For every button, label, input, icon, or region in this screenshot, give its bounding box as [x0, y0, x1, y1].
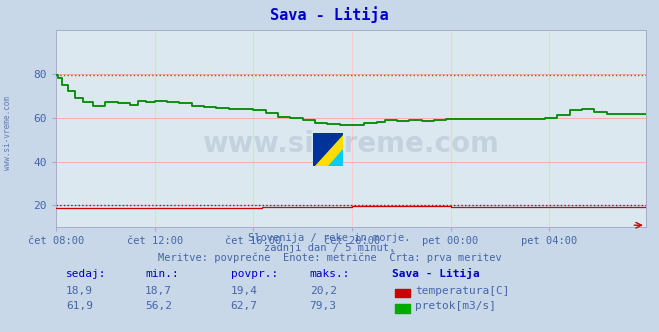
Text: 56,2: 56,2: [145, 301, 172, 311]
Text: min.:: min.:: [145, 269, 179, 279]
Text: Sava - Litija: Sava - Litija: [392, 268, 480, 279]
Text: 18,9: 18,9: [66, 286, 93, 296]
Text: 18,7: 18,7: [145, 286, 172, 296]
Text: www.si-vreme.com: www.si-vreme.com: [202, 130, 500, 158]
Text: sedaj:: sedaj:: [66, 269, 106, 279]
Text: Meritve: povprečne  Enote: metrične  Črta: prva meritev: Meritve: povprečne Enote: metrične Črta:…: [158, 251, 501, 263]
Text: 19,4: 19,4: [231, 286, 258, 296]
Text: www.si-vreme.com: www.si-vreme.com: [3, 96, 13, 170]
Text: Slovenija / reke in morje.: Slovenija / reke in morje.: [248, 233, 411, 243]
Text: maks.:: maks.:: [310, 269, 350, 279]
Text: pretok[m3/s]: pretok[m3/s]: [415, 301, 496, 311]
Text: 61,9: 61,9: [66, 301, 93, 311]
Text: povpr.:: povpr.:: [231, 269, 278, 279]
Polygon shape: [313, 133, 343, 166]
Text: temperatura[C]: temperatura[C]: [415, 286, 509, 296]
Text: Sava - Litija: Sava - Litija: [270, 7, 389, 23]
Text: zadnji dan / 5 minut.: zadnji dan / 5 minut.: [264, 243, 395, 253]
Text: 20,2: 20,2: [310, 286, 337, 296]
Text: 62,7: 62,7: [231, 301, 258, 311]
Polygon shape: [313, 133, 343, 166]
Polygon shape: [328, 149, 343, 166]
Text: 79,3: 79,3: [310, 301, 337, 311]
